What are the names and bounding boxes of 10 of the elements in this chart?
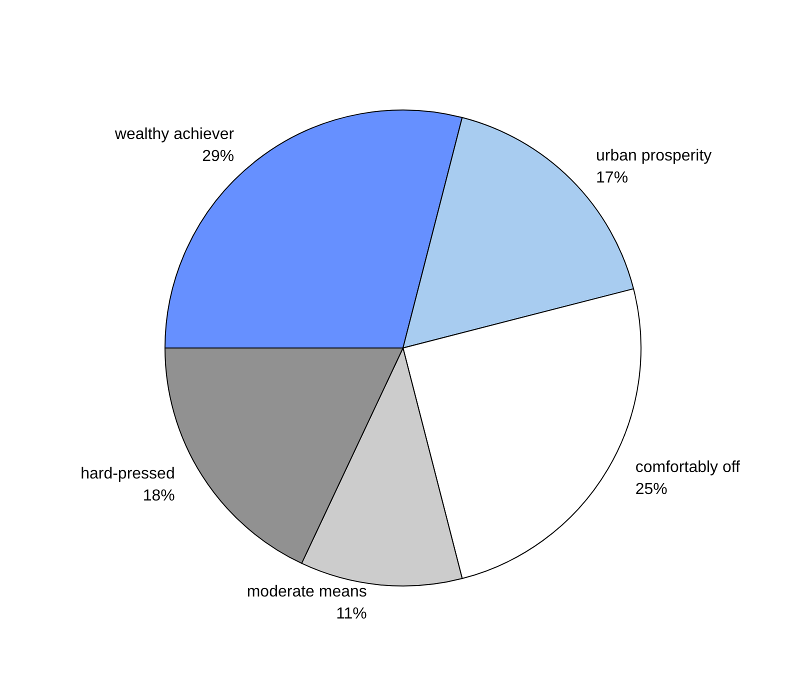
data-label: 18%	[142, 488, 175, 505]
slice-label: wealthy achiever	[114, 126, 235, 144]
slice-label: hard-pressed	[80, 466, 175, 483]
slice-label: comfortably off	[635, 458, 741, 476]
data-label: 25%	[635, 480, 668, 498]
data-label: 11%	[336, 605, 367, 622]
data-label: 29%	[202, 148, 234, 166]
slice-label: moderate means	[246, 583, 367, 600]
data-label: 17%	[596, 169, 628, 186]
slice-label: urban prosperity	[596, 147, 712, 164]
